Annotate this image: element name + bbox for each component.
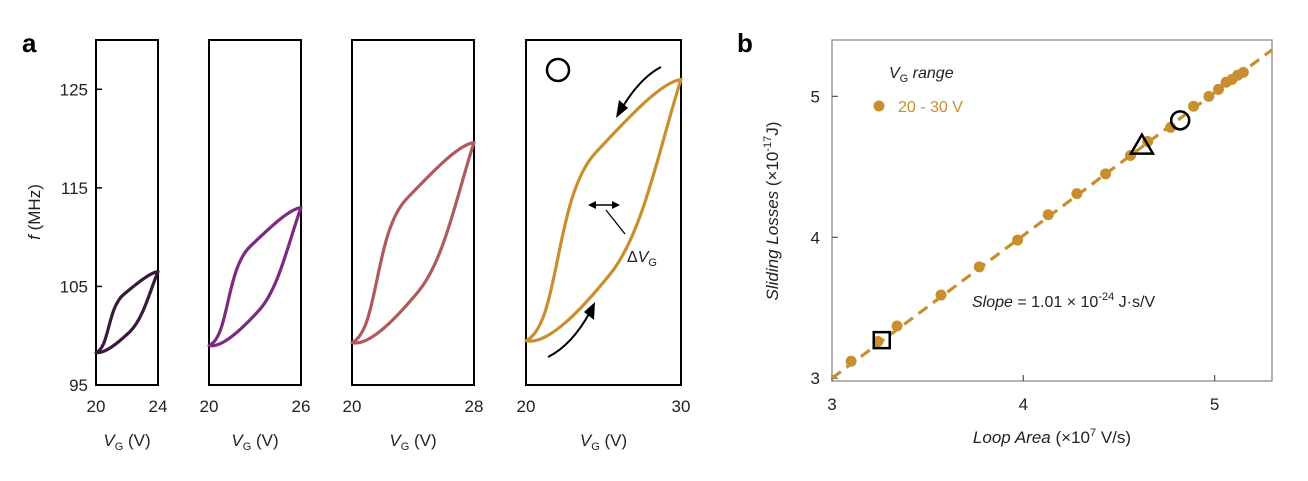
arrowhead xyxy=(616,100,628,118)
data-point xyxy=(1188,100,1200,112)
subplot-frame xyxy=(208,39,302,386)
y-axis-title: f (MHz) xyxy=(25,184,44,240)
y-axis-title: Sliding Losses (×10-17J) xyxy=(762,122,782,301)
data-point xyxy=(845,355,857,367)
subplot-4: 20 30 VG (V) ΔVG xyxy=(517,39,691,453)
x-tick-label: 20 xyxy=(200,397,219,416)
x-tick-label: 5 xyxy=(1210,395,1219,414)
y-tick-label: 115 xyxy=(61,179,88,198)
hysteresis-loop xyxy=(94,270,160,355)
x-axis-title: VG (V) xyxy=(231,431,278,453)
x-tick-label: 26 xyxy=(292,397,311,416)
x-tick-label: 20 xyxy=(87,397,106,416)
subplot-frame xyxy=(95,39,159,386)
data-point xyxy=(891,320,903,332)
subplot-frame xyxy=(351,39,475,386)
reverse-sweep-arrow xyxy=(621,66,662,109)
x-tick-label: 30 xyxy=(672,397,691,416)
hysteresis-loop xyxy=(524,77,683,343)
data-point xyxy=(1042,209,1054,221)
data-point xyxy=(1124,150,1136,162)
subplot-frame xyxy=(525,39,682,386)
data-point xyxy=(1212,83,1224,95)
square-marker xyxy=(872,330,891,350)
slope-text: Slope = 1.01 × 10-24 J·s/V xyxy=(972,291,1155,311)
hysteresis-loop xyxy=(350,140,476,345)
data-point xyxy=(872,336,884,348)
x-axis-title: VG (V) xyxy=(103,431,150,453)
x-axis-title: Loop Area (×107 V/s) xyxy=(973,427,1131,447)
arrowhead xyxy=(588,201,596,209)
data-point xyxy=(935,289,947,301)
arrowhead xyxy=(612,201,620,209)
x-tick-label: 3 xyxy=(827,395,836,414)
legend-marker xyxy=(873,100,885,112)
x-tick-label: 20 xyxy=(343,397,362,416)
panel-letter-a: a xyxy=(22,28,37,58)
data-point xyxy=(1237,66,1249,78)
y-tick-label: 5 xyxy=(811,87,820,106)
arrowhead xyxy=(584,302,595,320)
legend-title: VG range xyxy=(889,65,954,85)
y-tick-label: 4 xyxy=(811,228,820,247)
data-point xyxy=(1100,168,1112,180)
legend-entry: 20 - 30 V xyxy=(898,99,963,116)
hysteresis-loop xyxy=(207,205,303,348)
y-tick-label: 105 xyxy=(60,277,88,296)
subplot-2: 20 26 VG (V) xyxy=(200,39,311,453)
x-tick-label: 4 xyxy=(1019,395,1028,414)
subplot-3: 20 28 VG (V) xyxy=(343,39,484,453)
panel-letter-b: b xyxy=(737,28,753,58)
x-axis-title: VG (V) xyxy=(580,431,627,453)
x-tick-label: 24 xyxy=(149,397,168,416)
data-point xyxy=(1203,90,1215,102)
x-tick-label: 28 xyxy=(465,397,484,416)
circle-symbol xyxy=(545,57,571,83)
forward-sweep-arrow xyxy=(547,311,591,358)
y-tick-label: 125 xyxy=(60,80,88,99)
triangle-marker xyxy=(1128,132,1156,155)
leader-line xyxy=(605,209,626,235)
data-point xyxy=(1071,188,1083,200)
y-tick-label: 95 xyxy=(69,376,88,395)
circle-marker xyxy=(1169,110,1191,131)
x-axis-title: VG (V) xyxy=(389,431,436,453)
y-tick-label: 3 xyxy=(811,369,820,388)
data-point xyxy=(1012,234,1024,246)
plot-frame xyxy=(831,39,1273,382)
panel-b: 3 4 5 3 4 5 VG range 20 - 30 V Slope = 1.01 × 10… xyxy=(762,39,1273,447)
subplot-1: 20 24 VG (V) 95 105 115 125 f (MHz) xyxy=(25,39,168,453)
delta-vg-label: ΔVG xyxy=(627,249,657,269)
data-point xyxy=(973,261,985,273)
x-tick-label: 20 xyxy=(517,397,536,416)
